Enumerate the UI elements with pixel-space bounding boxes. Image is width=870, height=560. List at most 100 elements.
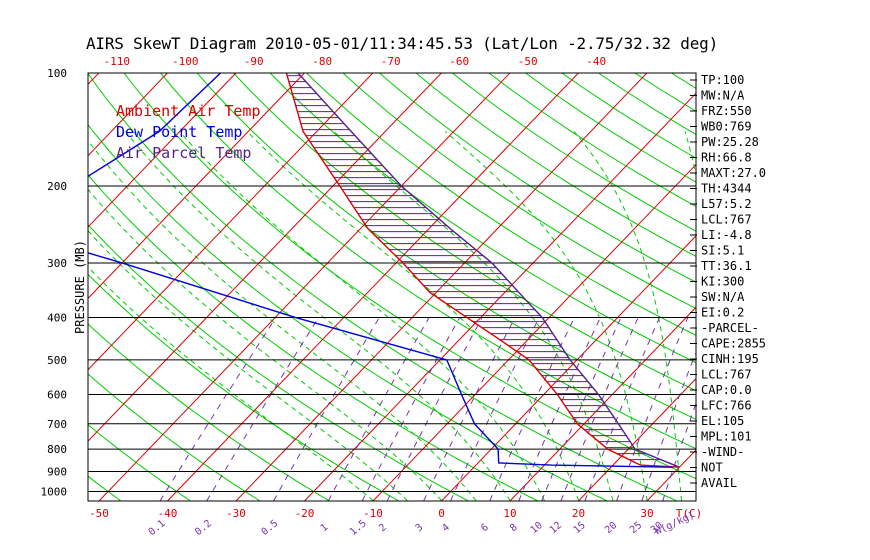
dry-adiabat <box>88 73 677 501</box>
temp-tick-label: 10 <box>503 507 516 520</box>
legend-item: Dew Point Temp <box>116 123 242 141</box>
axis-labels: 1002003004005006007008009001000PRESSURE … <box>41 55 703 538</box>
dry-adiabat <box>305 73 696 336</box>
isotherm <box>578 377 696 501</box>
stability-index: LFC:766 <box>701 399 752 413</box>
stability-index: SW:N/A <box>701 290 745 304</box>
mixing-ratio-tick-label: 6 <box>479 522 491 534</box>
temp-tick-label: 0 <box>438 507 445 520</box>
moist-adiabat <box>88 139 477 501</box>
dry-adiabat <box>524 73 696 183</box>
mixing-ratio-tick-label: 1.5 <box>348 518 369 538</box>
stability-index: PW:25.28 <box>701 135 759 149</box>
mixing-ratio-tick-label: 2 <box>377 522 389 534</box>
pressure-tick-label: 600 <box>47 389 67 402</box>
pressure-tick-label: 700 <box>47 418 67 431</box>
parcel-temp-line <box>297 73 680 468</box>
mixing-ratio-line <box>584 317 660 501</box>
stability-index: TP:100 <box>701 73 744 87</box>
plot-frame <box>87 72 697 502</box>
top-temp-tick-label: -60 <box>449 55 469 68</box>
isotherm <box>784 73 870 501</box>
pressure-tick-label: 300 <box>47 257 67 270</box>
stability-index: TT:36.1 <box>701 259 752 273</box>
isotherm <box>88 73 305 300</box>
stability-index: WB0:769 <box>701 120 752 134</box>
isotherm <box>0 73 30 501</box>
isotherm <box>509 306 696 501</box>
isotherm <box>88 73 374 371</box>
isotherm <box>167 73 579 501</box>
moist-adiabat <box>88 229 408 501</box>
stability-index: RH:66.8 <box>701 151 752 165</box>
dry-adiabat <box>378 73 696 283</box>
dry-adiabat <box>0 64 51 501</box>
temp-tick-label: -40 <box>158 507 178 520</box>
dewpoint-line <box>88 73 673 468</box>
mixing-ratio-tick-label: 0.5 <box>260 518 281 538</box>
mixing-ratio-tick-label: 25 <box>628 520 644 536</box>
dry-adiabat <box>88 475 121 501</box>
dry-adiabat <box>342 73 696 310</box>
top-temp-tick-label: -110 <box>103 55 130 68</box>
mixing-ratio-line <box>616 317 689 501</box>
profile-series <box>88 73 680 468</box>
pressure-tick-label: 400 <box>47 312 67 325</box>
isotherm <box>88 73 237 228</box>
mixing-ratio-tick-label: 3 <box>414 522 426 534</box>
dry-adiabat <box>88 424 191 501</box>
pressure-tick-label: 1000 <box>41 486 68 499</box>
mixing-ratio-tick-label: 8 <box>508 522 520 534</box>
plot-border <box>87 72 697 502</box>
legend: Ambient Air Temp Dew Point Temp Air Parcel… <box>116 102 261 162</box>
dry-adiabat <box>670 73 696 89</box>
mixing-ratio-line <box>327 317 430 501</box>
top-temp-tick-label: -80 <box>312 55 332 68</box>
ambient-temp-line <box>285 73 680 468</box>
pressure-tick-label: 200 <box>47 180 67 193</box>
isotherm <box>372 163 696 501</box>
pressure-tick-label: 500 <box>47 354 67 367</box>
stability-index: CAPE:2855 <box>701 337 766 351</box>
stability-index: CAP:0.0 <box>701 383 752 397</box>
legend-item: Ambient Air Temp <box>116 102 261 120</box>
mixing-ratio-tick-label: 0.1 <box>147 518 168 538</box>
chart-title: AIRS SkewT Diagram 2010-05-01/11:34:45.5… <box>86 34 718 53</box>
cape-hatching <box>287 75 661 461</box>
stability-index: L57:5.2 <box>701 197 752 211</box>
dry-adiabat <box>488 73 696 207</box>
pressure-tick-label: 900 <box>47 465 67 478</box>
temp-tick-label: -10 <box>363 507 383 520</box>
y-axis-label: PRESSURE (MB) <box>73 240 87 334</box>
temp-tick-label: 20 <box>572 507 585 520</box>
mixing-ratio-line <box>273 317 380 501</box>
mixing-ratio-tick-label: 4 <box>440 522 452 534</box>
pressure-tick-label: 800 <box>47 443 67 456</box>
stability-index: NOT <box>701 461 723 475</box>
mixing-ratio-tick-label: 1 <box>319 522 331 534</box>
moist-adiabat <box>88 188 443 501</box>
top-temp-tick-label: -40 <box>586 55 606 68</box>
stability-index: KI:300 <box>701 275 744 289</box>
stability-index: EL:105 <box>701 414 744 428</box>
pressure-tick-label: 100 <box>47 67 67 80</box>
dry-adiabat <box>269 73 696 364</box>
dry-adiabat <box>88 123 608 501</box>
mixing-ratio-tick-label: 12 <box>548 520 564 536</box>
mixing-ratio-line <box>489 317 575 501</box>
temp-tick-label: -20 <box>295 507 315 520</box>
stability-index: LCL:767 <box>701 213 752 227</box>
stability-index: FRZ:550 <box>701 104 752 118</box>
mixing-ratio-line <box>423 317 516 501</box>
top-temp-tick-label: -50 <box>518 55 538 68</box>
mixing-ratio-line <box>560 317 639 501</box>
stability-index: LCL:767 <box>701 368 752 382</box>
dry-adiabat <box>88 323 330 501</box>
isotherm <box>88 73 442 442</box>
dry-adiabat <box>88 273 399 501</box>
mixing-ratio-tick-label: 20 <box>603 520 619 536</box>
legend-item: Air Parcel Temp <box>116 144 251 162</box>
stability-index: AVAIL <box>701 476 737 490</box>
